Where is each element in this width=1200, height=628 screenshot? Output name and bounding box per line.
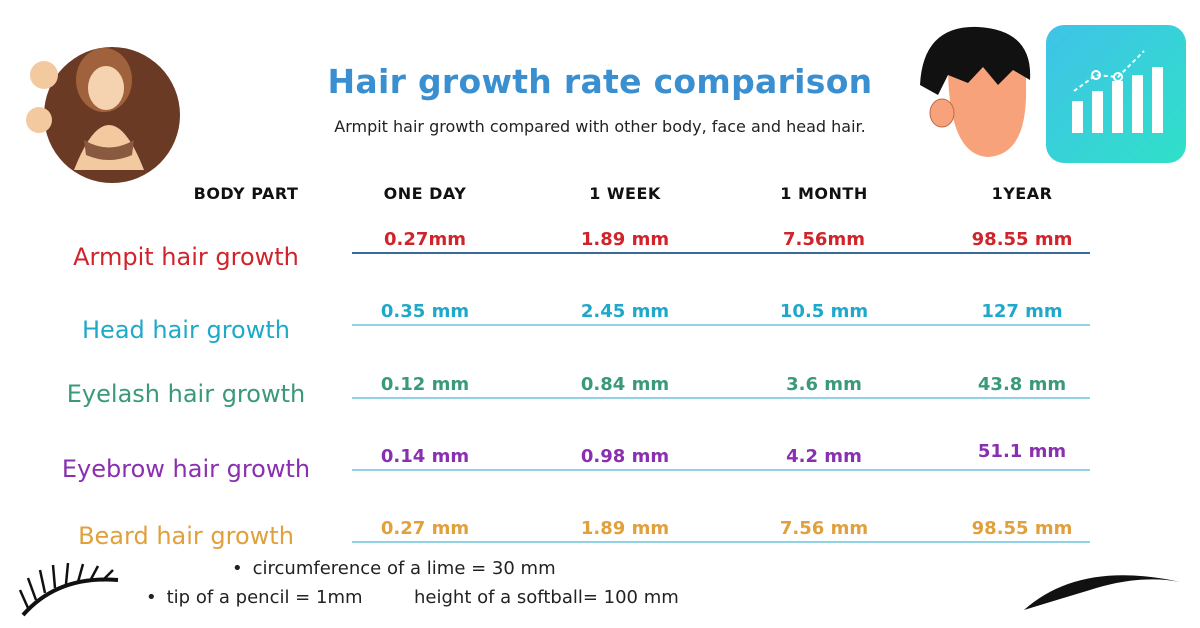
note-pencil: tip of a pencil = 1mm: [146, 587, 363, 608]
table-cell: 0.98 mm: [580, 446, 670, 467]
row-divider: [352, 252, 1090, 254]
table-cell: 0.84 mm: [580, 374, 670, 395]
table-cell: 0.27mm: [384, 229, 466, 250]
table-cell: 7.56mm: [783, 229, 865, 250]
table-cell: 3.6 mm: [786, 374, 862, 395]
table-cell: 7.56 mm: [779, 518, 869, 539]
table-cell: 43.8 mm: [977, 374, 1067, 395]
row-divider: [352, 324, 1090, 326]
header-month: 1 MONTH: [780, 184, 868, 203]
note-lime: circumference of a lime = 30 mm: [232, 558, 556, 579]
table-cell: 4.2 mm: [786, 446, 862, 467]
chart-icon: [1046, 25, 1186, 163]
table-cell: 2.45 mm: [580, 301, 670, 322]
woman-illustration: [26, 47, 180, 183]
table-cell: 10.5 mm: [779, 301, 869, 322]
table-cell: 1.89 mm: [580, 518, 670, 539]
header-body-part: BODY PART: [193, 184, 299, 203]
table-cell: 0.14 mm: [380, 446, 470, 467]
table-cell: 1.89 mm: [580, 229, 670, 250]
note-softball: height of a softball= 100 mm: [414, 587, 679, 608]
row-label: Eyelash hair growth: [66, 380, 306, 408]
header-week: 1 WEEK: [589, 184, 661, 203]
table-cell: 0.12 mm: [380, 374, 470, 395]
header-one-day: ONE DAY: [383, 184, 467, 203]
page-title: Hair growth rate comparison: [327, 62, 873, 101]
row-divider: [352, 541, 1090, 543]
eyebrow-icon: [1024, 575, 1180, 610]
head-illustration: [920, 26, 1031, 157]
page-subtitle: Armpit hair growth compared with other b…: [334, 117, 866, 136]
table-cell: 0.35 mm: [380, 301, 470, 322]
row-label: Head hair growth: [82, 316, 290, 344]
row-label: Eyebrow hair growth: [61, 455, 311, 483]
row-label: Armpit hair growth: [73, 243, 299, 271]
header-year: 1YEAR: [991, 184, 1053, 203]
table-cell: 127 mm: [981, 301, 1063, 322]
table-cell: 0.27 mm: [380, 518, 470, 539]
eyelash-icon: [18, 562, 119, 617]
table-cell: 98.55 mm: [971, 518, 1073, 539]
table-cell: 98.55 mm: [971, 229, 1073, 250]
table-cell: 51.1 mm: [977, 441, 1067, 462]
row-label: Beard hair growth: [78, 522, 294, 550]
row-divider: [352, 469, 1090, 471]
row-divider: [352, 397, 1090, 399]
